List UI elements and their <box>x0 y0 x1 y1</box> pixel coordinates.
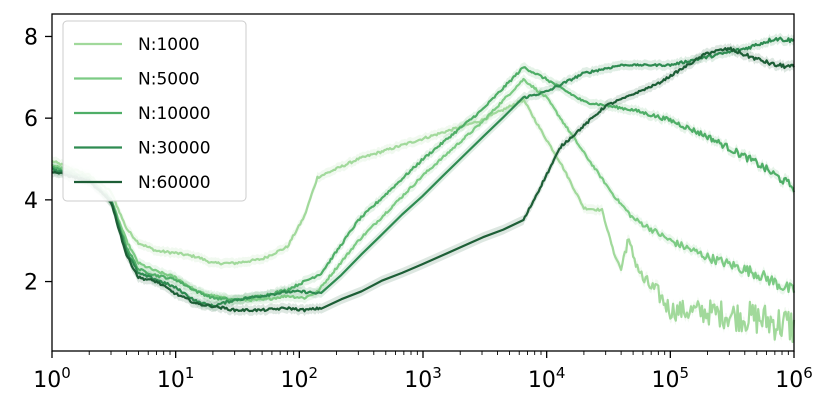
x-axis: 100 101 102 103 104 105 106 <box>33 351 813 393</box>
series-line-n-5000 <box>51 77 796 303</box>
legend: N:1000 N:5000 N:10000 N:30000 N:60000 <box>62 20 247 202</box>
x-tick-label: 105 <box>652 364 690 393</box>
series-line-n-10000 <box>51 66 796 302</box>
legend-label-n-10000: N:10000 <box>138 104 211 124</box>
legend-label-n-1000: N:1000 <box>138 35 200 55</box>
x-tick-label: 106 <box>775 364 813 393</box>
y-axis: 2 4 6 8 <box>24 25 52 296</box>
legend-box <box>62 20 247 202</box>
y-tick-label: 6 <box>24 107 38 132</box>
y-tick-label: 8 <box>24 25 38 50</box>
legend-label-n-5000: N:5000 <box>138 70 200 90</box>
x-tick-label: 101 <box>157 364 195 393</box>
x-tick-label: 102 <box>281 364 319 393</box>
legend-label-n-30000: N:30000 <box>138 139 211 159</box>
legend-label-n-60000: N:60000 <box>138 173 211 193</box>
x-tick-label: 104 <box>528 364 566 393</box>
series-band-n-60000 <box>52 42 794 317</box>
x-tick-label: 100 <box>33 364 71 393</box>
y-tick-label: 4 <box>24 189 38 214</box>
x-tick-label: 103 <box>404 364 442 393</box>
series-line-n-30000 <box>51 36 795 308</box>
y-tick-label: 2 <box>24 271 38 296</box>
series-line-n-1000 <box>51 97 796 343</box>
series-line-n-60000 <box>51 46 795 313</box>
series-lines <box>51 36 796 343</box>
